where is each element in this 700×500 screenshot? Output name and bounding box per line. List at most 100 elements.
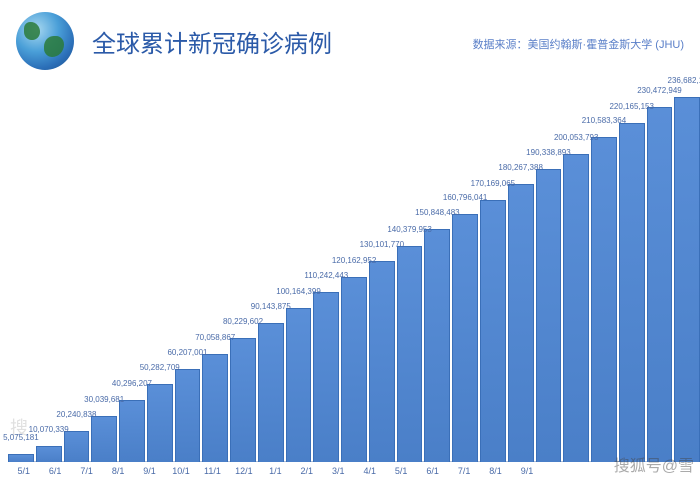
bar-wrap: 180,267,388 xyxy=(508,184,534,462)
bar xyxy=(286,308,312,462)
bar-wrap: 210,583,364 xyxy=(591,137,617,462)
bar-wrap: 50,282,709 xyxy=(147,384,173,462)
x-tick xyxy=(543,462,574,482)
bar-value-label: 70,058,867 xyxy=(195,333,235,342)
bar xyxy=(147,384,173,462)
bar-value-label: 160,796,041 xyxy=(443,193,488,202)
source-label: 数据来源：美国约翰斯·霍普金斯大学 (JHU) xyxy=(473,36,684,52)
x-tick: 4/1 xyxy=(354,462,385,482)
bar-value-label: 100,164,399 xyxy=(276,287,321,296)
bar xyxy=(591,137,617,462)
x-tick: 8/1 xyxy=(480,462,511,482)
x-tick: 5/1 xyxy=(385,462,416,482)
x-tick: 9/1 xyxy=(134,462,165,482)
bar xyxy=(619,123,645,462)
bar xyxy=(397,246,423,462)
bars-container: 5,075,18110,070,33920,240,83830,039,6814… xyxy=(8,92,700,462)
bar-wrap: 100,164,399 xyxy=(286,308,312,462)
x-tick: 2/1 xyxy=(291,462,322,482)
bar-value-label: 40,296,207 xyxy=(112,379,152,388)
bar-value-label: 120,162,952 xyxy=(332,256,377,265)
bar xyxy=(424,229,450,462)
bar-value-label: 140,379,953 xyxy=(387,225,432,234)
bar-wrap: 160,796,041 xyxy=(452,214,478,462)
x-tick xyxy=(637,462,668,482)
bar-value-label: 210,583,364 xyxy=(582,116,627,125)
bar-value-label: 200,053,793 xyxy=(554,133,599,142)
bar xyxy=(258,323,284,462)
bar-value-label: 220,165,153 xyxy=(609,102,654,111)
bar-wrap: 70,058,867 xyxy=(202,354,228,462)
bar-wrap: 130,101,770 xyxy=(369,261,395,462)
bar-chart: 5,075,18110,070,33920,240,83830,039,6814… xyxy=(8,92,700,482)
bar-value-label: 180,267,388 xyxy=(498,163,543,172)
x-tick: 1/1 xyxy=(260,462,291,482)
x-tick: 6/1 xyxy=(39,462,70,482)
bar xyxy=(64,431,90,462)
bar xyxy=(563,154,589,462)
bar-value-label: 5,075,181 xyxy=(3,433,39,442)
bar xyxy=(8,454,34,462)
bar xyxy=(91,416,117,462)
bar xyxy=(536,169,562,462)
bar-value-label: 170,169,065 xyxy=(471,179,516,188)
bar xyxy=(202,354,228,462)
x-tick: 7/1 xyxy=(71,462,102,482)
x-tick: 6/1 xyxy=(417,462,448,482)
bar-wrap: 60,207,001 xyxy=(175,369,201,462)
bar-value-label: 110,242,443 xyxy=(304,271,348,280)
bar-wrap: 190,338,893 xyxy=(536,169,562,462)
bar-wrap: 5,075,181 xyxy=(8,454,34,462)
bar-value-label: 236,682,11 xyxy=(668,76,700,85)
bar xyxy=(647,107,673,462)
bar xyxy=(369,261,395,462)
bar-wrap: 170,169,065 xyxy=(480,200,506,462)
x-tick xyxy=(574,462,605,482)
x-tick xyxy=(669,462,700,482)
bar-value-label: 130,101,770 xyxy=(360,240,405,249)
x-tick: 8/1 xyxy=(102,462,133,482)
x-tick: 10/1 xyxy=(165,462,196,482)
bar xyxy=(119,400,145,462)
x-tick: 9/1 xyxy=(511,462,542,482)
bar-value-label: 80,229,602 xyxy=(223,317,263,326)
bar-value-label: 50,282,709 xyxy=(140,363,180,372)
bar-wrap: 40,296,207 xyxy=(119,400,145,462)
bar-value-label: 10,070,339 xyxy=(29,425,69,434)
x-tick: 12/1 xyxy=(228,462,259,482)
bar-value-label: 190,338,893 xyxy=(526,148,571,157)
bar-value-label: 230,472,949 xyxy=(637,86,682,95)
bar-wrap: 220,165,153 xyxy=(619,123,645,462)
bar-value-label: 90,143,875 xyxy=(251,302,291,311)
bar-wrap: 110,242,443 xyxy=(313,292,339,462)
bar-wrap: 120,162,952 xyxy=(341,277,367,462)
bar-wrap: 20,240,838 xyxy=(64,431,90,462)
x-tick: 3/1 xyxy=(323,462,354,482)
bar xyxy=(313,292,339,462)
x-tick: 7/1 xyxy=(448,462,479,482)
bar xyxy=(341,277,367,462)
bar xyxy=(230,338,256,462)
bar xyxy=(452,214,478,462)
bar-wrap: 80,229,602 xyxy=(230,338,256,462)
bar xyxy=(36,446,62,462)
bar xyxy=(674,97,700,462)
bar xyxy=(480,200,506,462)
page-title: 全球累计新冠确诊病例 xyxy=(92,24,473,59)
bar xyxy=(508,184,534,462)
bar-value-label: 30,039,681 xyxy=(84,395,124,404)
bar-wrap: 140,379,953 xyxy=(397,246,423,462)
x-tick xyxy=(606,462,637,482)
bar-value-label: 20,240,838 xyxy=(56,410,96,419)
bar-wrap: 230,472,949 xyxy=(647,107,673,462)
bar-wrap: 236,682,11 xyxy=(674,97,700,462)
bar-wrap: 150,848,483 xyxy=(424,229,450,462)
bar-value-label: 150,848,483 xyxy=(415,208,460,217)
x-tick: 5/1 xyxy=(8,462,39,482)
globe-icon xyxy=(16,12,74,70)
bar-wrap: 90,143,875 xyxy=(258,323,284,462)
bar xyxy=(175,369,201,462)
bar-value-label: 60,207,001 xyxy=(167,348,207,357)
x-tick: 11/1 xyxy=(197,462,228,482)
bar-wrap: 10,070,339 xyxy=(36,446,62,462)
